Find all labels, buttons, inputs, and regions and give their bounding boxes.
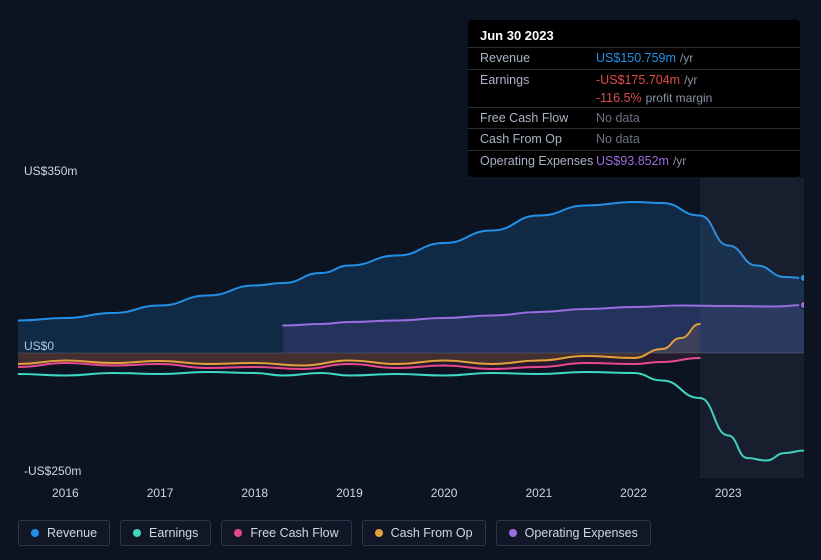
legend-label: Earnings xyxy=(149,526,198,540)
financials-chart[interactable]: US$350m US$0 -US$250m 201620172018201920… xyxy=(18,160,804,480)
chart-legend: Revenue Earnings Free Cash Flow Cash From O… xyxy=(18,520,651,546)
legend-swatch xyxy=(133,529,141,537)
tooltip-row-value: No data xyxy=(596,131,788,147)
legend-label: Cash From Op xyxy=(391,526,473,540)
tooltip-subrow: -116.5%profit margin xyxy=(468,90,800,107)
x-axis-tick: 2023 xyxy=(715,486,742,500)
x-axis-tick: 2019 xyxy=(336,486,363,500)
x-axis-tick: 2016 xyxy=(52,486,79,500)
x-axis-tick: 2022 xyxy=(620,486,647,500)
legend-swatch xyxy=(509,529,517,537)
tooltip-date: Jun 30 2023 xyxy=(468,26,800,47)
x-axis-tick: 2018 xyxy=(241,486,268,500)
y-axis-top-label: US$350m xyxy=(24,164,77,178)
legend-item[interactable]: Cash From Op xyxy=(362,520,486,546)
tooltip-row-value: -US$175.704m/yr xyxy=(596,72,788,89)
tooltip-row-value: No data xyxy=(596,110,788,126)
legend-swatch xyxy=(375,529,383,537)
future-projection-band xyxy=(700,178,804,478)
tooltip-row-label: Free Cash Flow xyxy=(480,110,596,126)
legend-label: Revenue xyxy=(47,526,97,540)
legend-item[interactable]: Free Cash Flow xyxy=(221,520,351,546)
legend-item[interactable]: Earnings xyxy=(120,520,211,546)
legend-item[interactable]: Revenue xyxy=(18,520,110,546)
tooltip-row-label: Cash From Op xyxy=(480,131,596,147)
tooltip-row-label: Revenue xyxy=(480,50,596,66)
legend-swatch xyxy=(234,529,242,537)
tooltip-row-value: US$150.759m/yr xyxy=(596,50,788,67)
x-axis-tick: 2017 xyxy=(147,486,174,500)
legend-item[interactable]: Operating Expenses xyxy=(496,520,651,546)
data-tooltip: Jun 30 2023 RevenueUS$150.759m/yrEarning… xyxy=(468,20,800,177)
tooltip-row: Cash From OpNo data xyxy=(468,128,800,149)
tooltip-row-label: Earnings xyxy=(480,72,596,88)
legend-swatch xyxy=(31,529,39,537)
chart-plot-area xyxy=(18,178,804,478)
x-axis-tick: 2020 xyxy=(431,486,458,500)
x-axis-tick: 2021 xyxy=(525,486,552,500)
tooltip-row: Earnings-US$175.704m/yr xyxy=(468,69,800,91)
legend-label: Free Cash Flow xyxy=(250,526,338,540)
legend-label: Operating Expenses xyxy=(525,526,638,540)
tooltip-row: RevenueUS$150.759m/yr xyxy=(468,47,800,69)
tooltip-row: Free Cash FlowNo data xyxy=(468,107,800,128)
